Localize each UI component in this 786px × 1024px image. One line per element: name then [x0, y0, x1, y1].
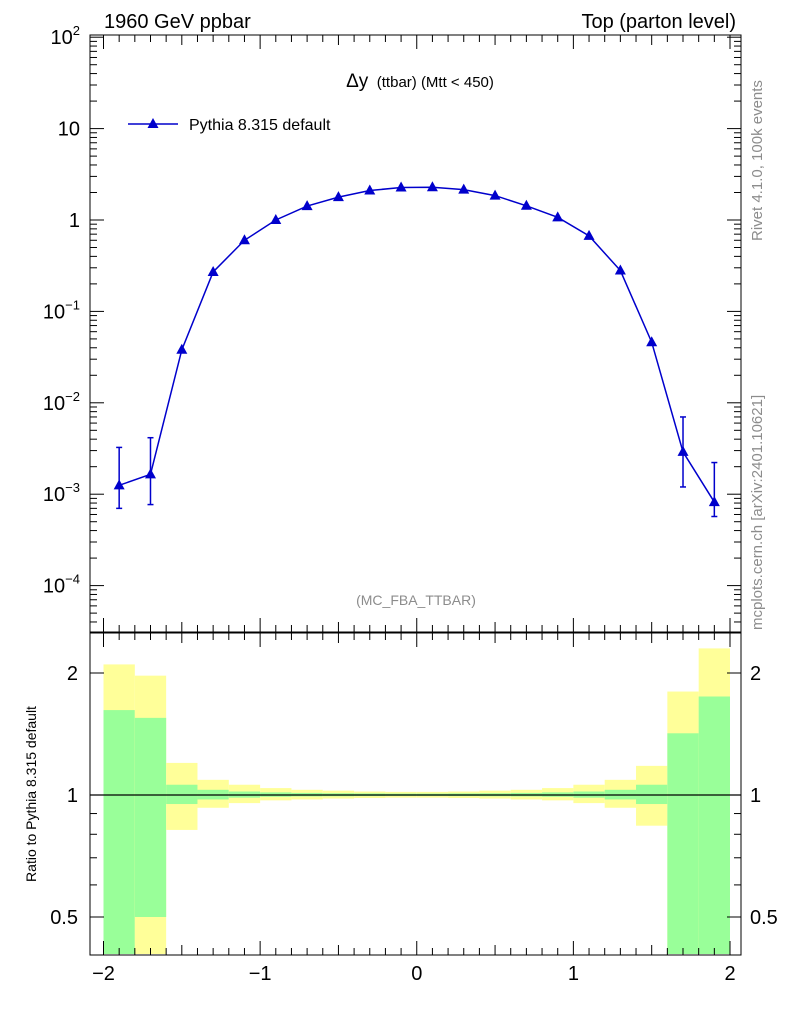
tick-base: 10	[58, 119, 80, 141]
ratio-y-tick-label-left: 1	[67, 785, 78, 807]
tick-exponent: −1	[65, 297, 80, 312]
ratio-band-inner	[134, 717, 167, 917]
ratio-axis-ticks	[90, 633, 741, 955]
ratio-band-inner	[103, 710, 135, 954]
mcplots-label: mcplots.cern.ch [arXiv:2401.10621]	[749, 395, 766, 630]
main-y-tick-label: 1	[69, 210, 80, 232]
ratio-y-axis-label: Ratio to Pythia 8.315 default	[23, 706, 39, 882]
ratio-tick-labels: 2 2 1 1 0.5 0.5 −2 −1 0 1 2	[50, 663, 778, 985]
tick-base: 10	[43, 393, 65, 415]
data-point	[332, 191, 344, 202]
x-tick-label: −2	[92, 963, 115, 985]
x-tick-label: −1	[249, 963, 272, 985]
ratio-y-tick-label-left: 2	[67, 663, 78, 685]
main-panel-frame	[89, 34, 742, 633]
data-point	[176, 343, 188, 354]
data-point	[395, 181, 407, 192]
data-point	[144, 468, 156, 479]
plot-title: Δy (ttbar) (Mtt < 450)	[346, 71, 494, 92]
header-right-label: Top (parton level)	[581, 11, 736, 33]
data-point	[426, 181, 438, 192]
x-tick-label: 1	[568, 963, 579, 985]
main-y-tick-label: 10−2	[43, 389, 80, 415]
tick-base: 10	[43, 484, 65, 506]
tick-exponent: 2	[73, 23, 80, 38]
ratio-y-tick-label-right: 2	[750, 663, 761, 685]
data-point	[301, 200, 313, 211]
legend-marker	[147, 118, 159, 128]
ratio-band-inner	[667, 733, 699, 954]
x-tick-label: 0	[411, 963, 422, 985]
ratio-y-tick-label-left: 0.5	[50, 907, 78, 929]
data-point	[677, 445, 689, 456]
tick-base: 10	[43, 301, 65, 323]
plot-title-main: Δy	[346, 71, 369, 92]
ratio-y-tick-label-right: 0.5	[750, 907, 778, 929]
series-line	[118, 186, 715, 503]
legend-entry: Pythia 8.315 default	[189, 117, 331, 134]
ratio-band-inner	[698, 696, 730, 954]
legend: Pythia 8.315 default	[128, 117, 331, 134]
series-pythia	[113, 181, 720, 518]
data-point	[708, 496, 720, 507]
data-point	[614, 264, 626, 275]
main-axis-ticks	[90, 35, 741, 632]
tick-base: 1	[69, 210, 80, 232]
ratio-panel-frame	[89, 632, 742, 956]
plot-title-sub: (ttbar) (Mtt < 450)	[377, 74, 494, 91]
data-point	[489, 189, 501, 200]
main-y-tick-label: 102	[51, 23, 80, 49]
main-y-tick-label: 10	[58, 119, 80, 141]
main-y-tick-label: 10−3	[43, 480, 80, 506]
analysis-watermark: (MC_FBA_TTBAR)	[356, 592, 476, 608]
data-point	[646, 336, 658, 347]
data-point	[238, 234, 250, 245]
ratio-bands	[103, 648, 730, 954]
data-point	[583, 229, 595, 240]
ratio-panel: 2 2 1 1 0.5 0.5 −2 −1 0 1 2 Ratio to Pythia 8.315 …	[23, 632, 778, 985]
data-point	[207, 265, 219, 276]
main-y-tick-label: 10−4	[43, 572, 80, 598]
data-point	[520, 199, 532, 210]
ratio-band-inner	[636, 784, 668, 805]
tick-exponent: −4	[65, 572, 80, 587]
ratio-band-inner	[166, 784, 198, 805]
x-tick-label: 2	[724, 963, 735, 985]
main-y-tick-label: 10−1	[43, 297, 80, 323]
header-left-label: 1960 GeV ppbar	[104, 11, 251, 33]
tick-base: 10	[43, 576, 65, 598]
data-point	[364, 184, 376, 195]
data-point	[458, 183, 470, 194]
rivet-version-label: Rivet 4.1.0, 100k events	[749, 80, 766, 241]
data-point	[113, 479, 125, 490]
ratio-y-tick-label-right: 1	[750, 785, 761, 807]
tick-exponent: −2	[65, 389, 80, 404]
tick-base: 10	[51, 27, 73, 49]
data-point	[552, 211, 564, 222]
data-point	[270, 214, 282, 224]
tick-exponent: −3	[65, 480, 80, 495]
